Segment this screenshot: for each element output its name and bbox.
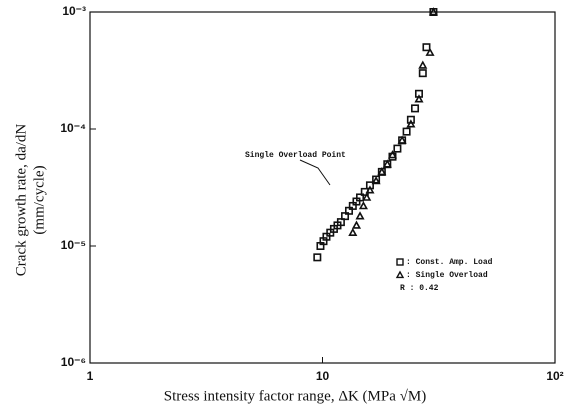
legend-note: R : 0.42 bbox=[400, 284, 439, 293]
point bbox=[355, 211, 365, 220]
legend-marker bbox=[396, 258, 404, 266]
point bbox=[428, 7, 438, 16]
point bbox=[382, 159, 392, 168]
point bbox=[418, 60, 428, 69]
y-axis-label: Crack growth rate, da/dN bbox=[13, 124, 29, 277]
y-tick-label: 10⁻³ bbox=[62, 4, 86, 18]
point bbox=[402, 127, 411, 136]
x-tick-label: 10² bbox=[546, 369, 563, 383]
point bbox=[414, 94, 424, 103]
point bbox=[348, 227, 358, 237]
point bbox=[365, 185, 375, 194]
point bbox=[313, 253, 322, 262]
point bbox=[358, 201, 369, 210]
point bbox=[336, 218, 345, 227]
point bbox=[418, 69, 427, 78]
x-tick-label: 1 bbox=[87, 369, 94, 383]
annotation: Single Overload Point bbox=[245, 151, 346, 160]
point bbox=[411, 104, 420, 113]
point bbox=[377, 167, 387, 176]
x-axis-label: Stress intensity factor range, ΔK (MPa √… bbox=[164, 388, 426, 404]
y-tick-label: 10⁻⁴ bbox=[60, 121, 86, 135]
point bbox=[351, 220, 362, 229]
point bbox=[406, 115, 415, 124]
point bbox=[406, 119, 416, 128]
point bbox=[425, 47, 435, 56]
legend-label: : Const. Amp. Load bbox=[406, 258, 493, 267]
point bbox=[371, 176, 381, 185]
point bbox=[356, 193, 365, 202]
x-tick-label: 10 bbox=[316, 369, 330, 383]
y-tick-label: 10⁻⁶ bbox=[61, 355, 86, 369]
point bbox=[362, 192, 372, 201]
plot-frame bbox=[89, 11, 556, 364]
point bbox=[393, 144, 402, 153]
legend-marker bbox=[395, 270, 405, 279]
legend-label: : Single Overload bbox=[406, 271, 488, 280]
y-tick-label: 10⁻⁵ bbox=[61, 238, 86, 252]
point bbox=[422, 43, 431, 52]
y-axis-label: (mm/cycle) bbox=[31, 165, 47, 234]
annotation-arrow bbox=[299, 159, 331, 186]
point bbox=[387, 150, 398, 159]
point bbox=[397, 135, 407, 144]
